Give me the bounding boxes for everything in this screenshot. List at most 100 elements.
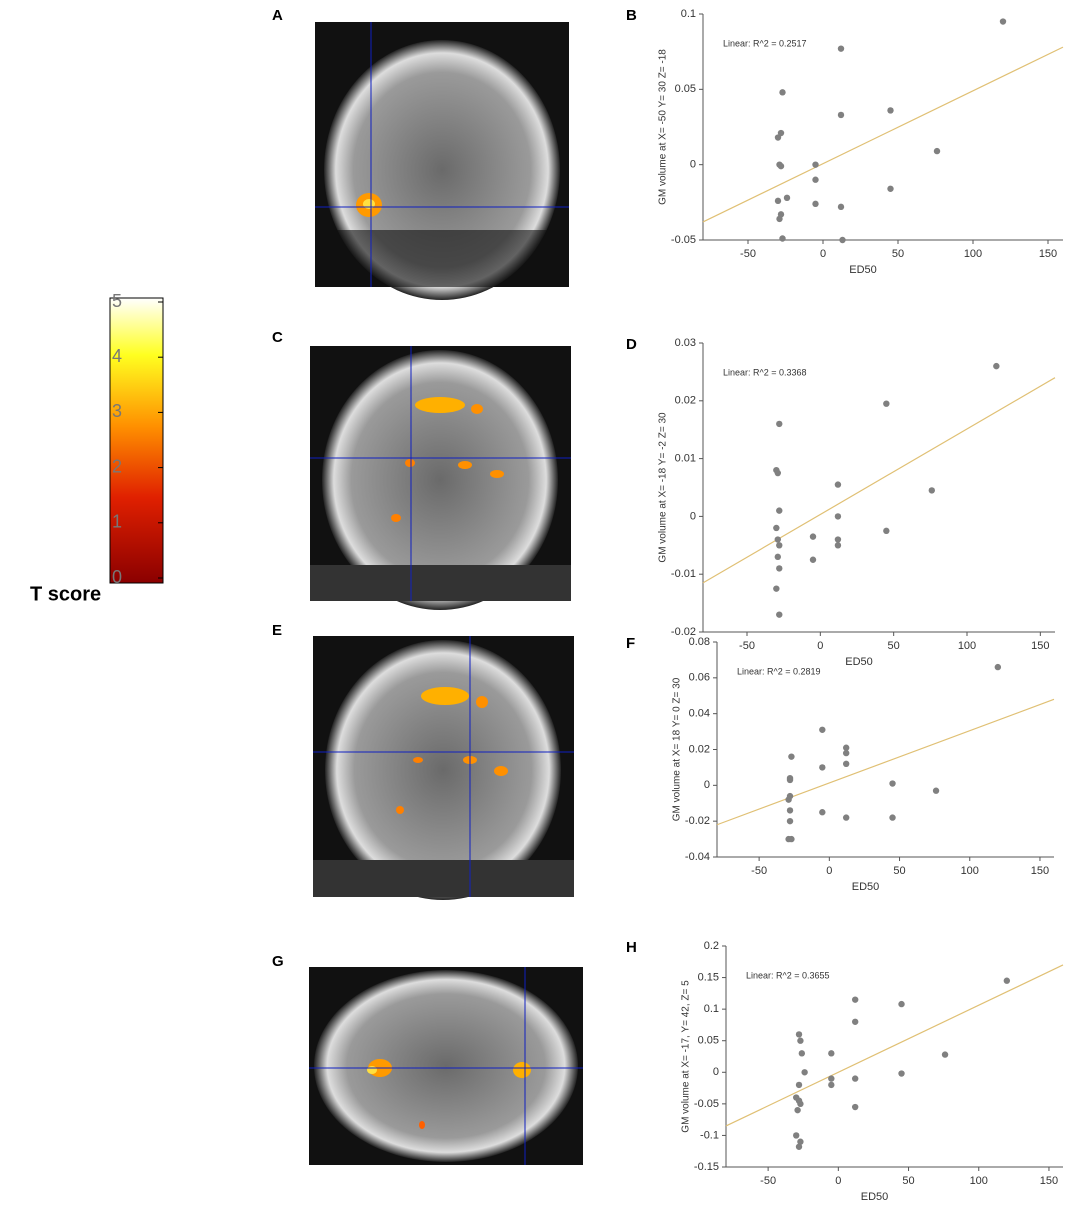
fit-line [702, 377, 1056, 584]
y-axis-label: GM volume at X= -18 Y= -2 Z= 30 [658, 412, 669, 563]
colorbar-tick-label: 0 [112, 567, 122, 587]
x-tick-label: -50 [740, 248, 756, 260]
y-tick-label: -0.1 [700, 1129, 719, 1141]
point [812, 200, 819, 208]
point [819, 809, 826, 816]
colorbar-tick-label: 5 [112, 291, 122, 311]
x-axis-label: ED50 [861, 1191, 889, 1203]
point [834, 536, 842, 543]
colorbar [109, 297, 164, 584]
point [795, 1143, 803, 1150]
point [777, 129, 785, 137]
y-tick-label: -0.02 [671, 626, 696, 638]
panel-label: C [272, 329, 283, 346]
point [842, 814, 850, 821]
annotation: Linear: R^2 = 0.3655 [746, 970, 830, 980]
point [834, 513, 842, 520]
point [999, 18, 1007, 25]
colorbar-tick-label: 3 [112, 401, 122, 421]
y-tick-label: 0.01 [675, 453, 696, 465]
panel-label: A [272, 7, 283, 24]
x-tick-label: 0 [820, 248, 826, 260]
point [798, 1050, 806, 1057]
point [776, 611, 783, 618]
point [994, 663, 1002, 671]
x-tick-label: 100 [958, 640, 976, 652]
point [837, 45, 845, 52]
x-tick-label: 50 [888, 640, 900, 652]
brain-image-a [315, 22, 569, 300]
brain-image-e [313, 636, 574, 900]
point [812, 176, 819, 183]
point [828, 1075, 835, 1082]
point [898, 1000, 905, 1008]
x-axis-label: ED50 [849, 264, 877, 276]
x-tick-label: 150 [1031, 865, 1049, 877]
point [898, 1070, 905, 1077]
y-tick-label: 0.05 [675, 83, 696, 95]
x-tick-label: 50 [892, 248, 904, 260]
point [779, 235, 786, 242]
x-tick-label: 150 [1040, 1175, 1058, 1187]
y-tick-label: 0 [704, 779, 710, 791]
y-tick-label: 0.1 [704, 1003, 719, 1015]
point [786, 817, 794, 825]
y-tick-label: -0.05 [694, 1098, 719, 1110]
x-tick-label: 50 [893, 865, 905, 877]
point [941, 1051, 949, 1058]
panel-label: E [272, 622, 282, 639]
annotation: Linear: R^2 = 0.3368 [723, 367, 807, 377]
panel-label: D [626, 336, 637, 353]
point [774, 553, 781, 561]
point [851, 1018, 859, 1025]
annotation: Linear: R^2 = 0.2819 [737, 666, 821, 676]
point [774, 197, 782, 205]
y-tick-label: 0.03 [675, 337, 696, 349]
panel-label: H [626, 939, 637, 956]
point [797, 1138, 804, 1145]
y-axis-label: GM volume at X= -17, Y= 42, Z= 5 [681, 980, 692, 1133]
fit-line [716, 698, 1055, 826]
y-tick-label: -0.01 [671, 568, 696, 580]
point [783, 194, 791, 202]
point [773, 524, 780, 532]
x-tick-label: 100 [964, 248, 982, 260]
fit-line [725, 964, 1064, 1127]
y-tick-label: 0.05 [698, 1035, 719, 1047]
x-tick-label: 150 [1031, 640, 1049, 652]
y-tick-label: 0 [713, 1066, 719, 1078]
point [851, 1075, 859, 1082]
point [887, 185, 894, 192]
point [819, 726, 826, 733]
panel-label: B [626, 7, 637, 24]
x-tick-label: 50 [902, 1175, 914, 1187]
point [777, 162, 785, 170]
point [828, 1081, 835, 1089]
x-axis-label: ED50 [845, 656, 873, 668]
point [887, 107, 894, 114]
point [801, 1069, 808, 1076]
point [842, 749, 850, 757]
fit-line [702, 46, 1064, 223]
point [839, 236, 846, 244]
point [933, 147, 941, 155]
colorbar-tick-label: 4 [112, 346, 122, 366]
x-tick-label: -50 [751, 865, 767, 877]
point [842, 744, 850, 751]
brain-image-c [310, 346, 571, 610]
point [809, 533, 817, 540]
point [776, 507, 783, 514]
panel-label: F [626, 635, 635, 652]
point [785, 796, 792, 803]
point [809, 556, 817, 563]
point [786, 807, 794, 814]
y-tick-label: 0.15 [698, 971, 719, 983]
point [837, 111, 845, 119]
point [842, 760, 850, 768]
y-tick-label: 0.08 [689, 636, 710, 648]
y-tick-label: 0.04 [689, 708, 710, 720]
point [889, 814, 896, 821]
point [776, 420, 783, 428]
x-tick-label: 150 [1039, 248, 1057, 260]
x-tick-label: 0 [817, 640, 823, 652]
